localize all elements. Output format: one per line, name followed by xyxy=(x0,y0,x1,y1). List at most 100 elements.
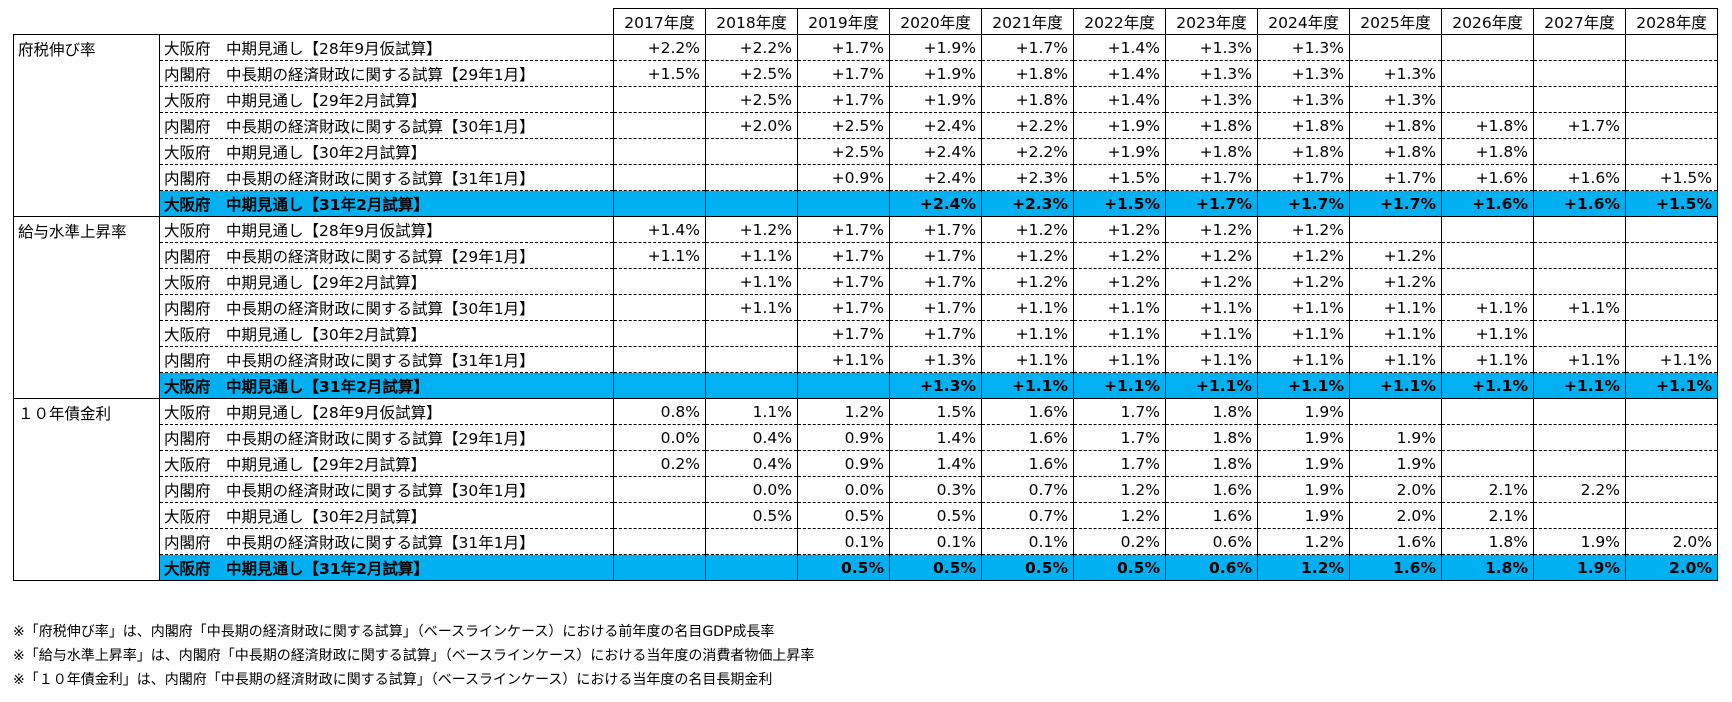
value-cell: +1.1% xyxy=(1165,294,1258,321)
value-cell xyxy=(1533,60,1626,87)
value-cell: +1.9% xyxy=(889,34,982,61)
value-cell: +1.8% xyxy=(981,60,1074,87)
value-cell: +1.1% xyxy=(1073,346,1166,373)
value-cell: +2.4% xyxy=(889,164,982,191)
value-cell xyxy=(705,320,798,347)
value-cell: 1.9% xyxy=(1257,502,1350,529)
value-cell: 0.4% xyxy=(705,424,798,451)
value-cell: 2.1% xyxy=(1441,476,1534,503)
value-cell: 1.9% xyxy=(1257,450,1350,477)
year-header-cell: 2021年度 xyxy=(981,8,1074,35)
scenario-label: 大阪府 中期見通し【31年2月試算】 xyxy=(159,372,614,399)
value-cell xyxy=(1533,424,1626,451)
value-cell: +1.1% xyxy=(1165,346,1258,373)
value-cell: +1.2% xyxy=(1257,216,1350,243)
value-cell: +1.1% xyxy=(613,242,706,269)
value-cell: 1.7% xyxy=(1073,450,1166,477)
value-cell: +1.3% xyxy=(889,372,982,399)
blank-header-cell xyxy=(160,9,614,35)
value-cell xyxy=(1441,216,1534,243)
value-cell: +1.2% xyxy=(705,216,798,243)
value-cell: +1.5% xyxy=(1073,190,1166,217)
value-cell: +1.2% xyxy=(981,242,1074,269)
scenario-label: 内閣府 中長期の経済財政に関する試算【29年1月】 xyxy=(159,60,614,87)
table-body: 府税伸び率 大阪府 中期見通し【28年9月仮試算】 +2.2% +2.2% +1.7% +… xyxy=(13,34,1718,581)
value-cell: 2.1% xyxy=(1441,502,1534,529)
value-cell xyxy=(613,320,706,347)
value-cell xyxy=(1625,86,1718,113)
value-cell xyxy=(1625,242,1718,269)
value-cell: +1.2% xyxy=(1073,268,1166,295)
value-cell: +1.2% xyxy=(1257,242,1350,269)
value-cell: 0.0% xyxy=(705,476,798,503)
value-cell: +1.5% xyxy=(1625,190,1718,217)
value-cell: 1.9% xyxy=(1257,424,1350,451)
value-cell: 0.0% xyxy=(613,424,706,451)
year-header-cell: 2018年度 xyxy=(705,8,798,35)
scenario-label: 内閣府 中長期の経済財政に関する試算【30年1月】 xyxy=(159,112,614,139)
value-cell: +1.1% xyxy=(1257,320,1350,347)
blank-header-cell xyxy=(14,9,160,35)
value-cell xyxy=(613,190,706,217)
value-cell: 0.2% xyxy=(613,450,706,477)
value-cell: +1.7% xyxy=(889,320,982,347)
value-cell: +1.8% xyxy=(1165,138,1258,165)
value-cell: +1.8% xyxy=(1257,112,1350,139)
value-cell: 1.8% xyxy=(1165,398,1258,425)
value-cell xyxy=(1533,320,1626,347)
value-cell xyxy=(705,554,798,581)
value-cell: +1.7% xyxy=(889,242,982,269)
value-cell: +1.8% xyxy=(1441,138,1534,165)
value-cell: +1.9% xyxy=(889,60,982,87)
value-cell: 0.5% xyxy=(797,554,890,581)
value-cell: +0.9% xyxy=(797,164,890,191)
value-cell: 0.9% xyxy=(797,424,890,451)
value-cell: 0.1% xyxy=(889,528,982,555)
value-cell xyxy=(1533,450,1626,477)
year-header-cell: 2027年度 xyxy=(1533,8,1626,35)
value-cell xyxy=(613,528,706,555)
value-cell xyxy=(1349,216,1442,243)
value-cell: 1.1% xyxy=(705,398,798,425)
value-cell: +1.1% xyxy=(1625,372,1718,399)
table-row: 内閣府 中長期の経済財政に関する試算【31年1月】 +1.1% +1.3% +1.1%… xyxy=(14,346,1718,373)
value-cell: +1.7% xyxy=(1533,112,1626,139)
value-cell: +1.7% xyxy=(797,34,890,61)
value-cell xyxy=(1349,398,1442,425)
value-cell: +1.1% xyxy=(1349,320,1442,347)
scenario-label: 大阪府 中期見通し【30年2月試算】 xyxy=(159,138,614,165)
value-cell: 0.7% xyxy=(981,502,1074,529)
value-cell xyxy=(1349,34,1442,61)
value-cell: +1.1% xyxy=(1349,294,1442,321)
value-cell: +1.1% xyxy=(981,372,1074,399)
value-cell: 1.7% xyxy=(1073,424,1166,451)
value-cell: +1.7% xyxy=(889,268,982,295)
value-cell xyxy=(613,268,706,295)
value-cell: 1.8% xyxy=(1165,450,1258,477)
value-cell: +1.1% xyxy=(981,320,1074,347)
value-cell: 1.2% xyxy=(1073,502,1166,529)
value-cell xyxy=(1625,320,1718,347)
scenario-label: 大阪府 中期見通し【29年2月試算】 xyxy=(159,268,614,295)
year-header-cell: 2017年度 xyxy=(613,8,706,35)
year-header-cell: 2020年度 xyxy=(889,8,982,35)
value-cell xyxy=(797,190,890,217)
scenario-label: 大阪府 中期見通し【28年9月仮試算】 xyxy=(159,34,614,61)
value-cell xyxy=(1625,502,1718,529)
value-cell: +1.7% xyxy=(981,34,1074,61)
highlighted-table-row: 大阪府 中期見通し【31年2月試算】 +1.3% +1.1% +1.1% +1.1% +1… xyxy=(14,372,1718,399)
value-cell: 0.1% xyxy=(797,528,890,555)
value-cell xyxy=(613,164,706,191)
value-cell xyxy=(1625,34,1718,61)
scenario-label: 大阪府 中期見通し【29年2月試算】 xyxy=(159,450,614,477)
value-cell: 1.6% xyxy=(1165,476,1258,503)
value-cell: +2.4% xyxy=(889,190,982,217)
value-cell: 1.5% xyxy=(889,398,982,425)
value-cell: 1.8% xyxy=(1441,554,1534,581)
scenario-label: 大阪府 中期見通し【30年2月試算】 xyxy=(159,320,614,347)
table-row: 大阪府 中期見通し【30年2月試算】 +1.7% +1.7% +1.1% +1.1% +1… xyxy=(14,320,1718,347)
value-cell: +1.3% xyxy=(1257,60,1350,87)
value-cell xyxy=(1625,294,1718,321)
value-cell: 2.0% xyxy=(1349,476,1442,503)
value-cell: +1.7% xyxy=(797,86,890,113)
